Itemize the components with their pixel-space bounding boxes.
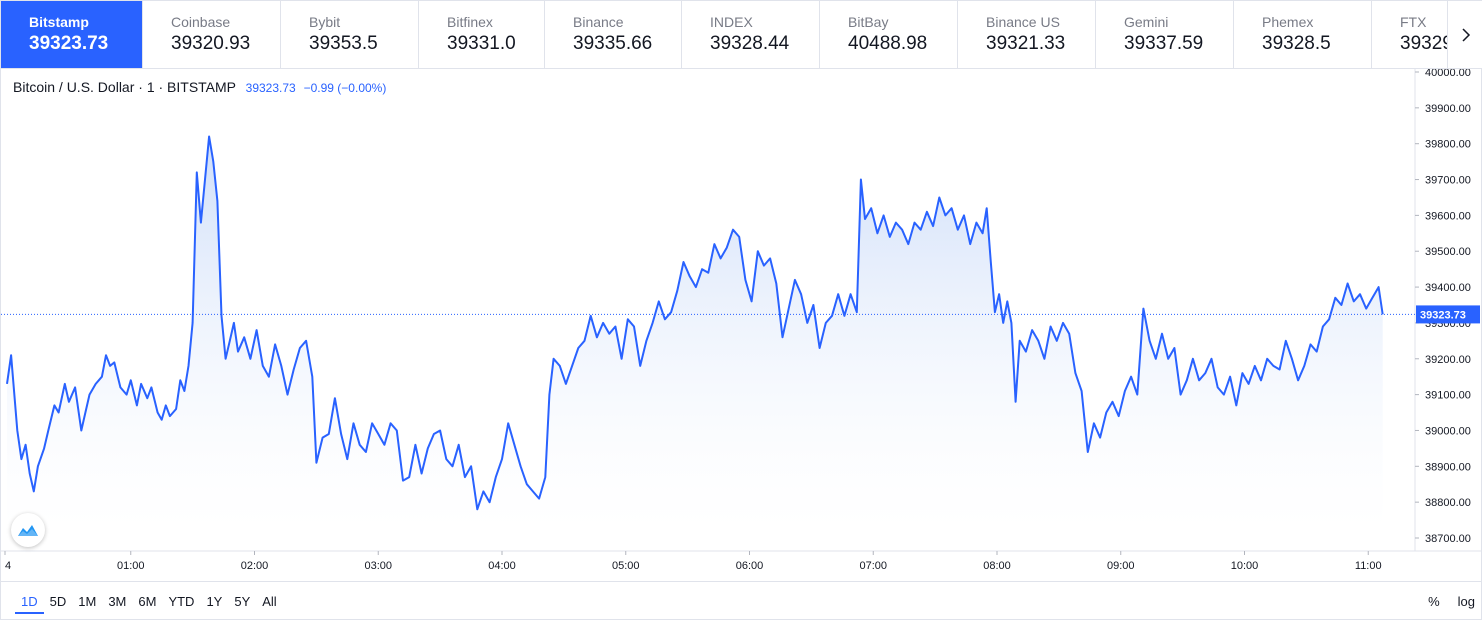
price-series-line	[6, 135, 1384, 511]
exchange-name: Gemini	[1124, 14, 1169, 30]
exchange-tab[interactable]: Bitfinex 39331.0	[419, 1, 545, 68]
exchange-name: Bitfinex	[447, 14, 493, 30]
percent-scale-button[interactable]: %	[1428, 594, 1440, 609]
exchange-price: 39353.5	[309, 33, 378, 54]
y-tick-label: 39500.00	[1425, 246, 1471, 258]
range-button[interactable]: All	[262, 594, 277, 609]
legend-change: −0.99 (−0.00%)	[303, 81, 387, 95]
x-tick-label: 09:00	[1107, 560, 1135, 572]
range-button[interactable]: 1Y	[206, 594, 223, 609]
x-tick-label: 05:00	[612, 560, 640, 572]
y-tick-label: 39100.00	[1425, 390, 1471, 402]
x-tick-label: 03:00	[364, 560, 392, 572]
legend-symbol-title: Bitcoin / U.S. Dollar · 1 · BITSTAMP	[13, 79, 236, 95]
x-tick-label: 06:00	[736, 560, 764, 572]
chart-legend: Bitcoin / U.S. Dollar · 1 · BITSTAMP 393…	[13, 79, 386, 95]
range-toolbar: 1D 5D 1M 3M 6M YTD 1Y 5Y All % log	[1, 581, 1482, 620]
y-tick-label: 39800.00	[1425, 139, 1471, 151]
exchange-name: Binance	[573, 14, 624, 30]
exchange-tab[interactable]: INDEX 39328.44	[682, 1, 820, 68]
exchange-tab[interactable]: Binance US 39321.33	[958, 1, 1096, 68]
x-tick-label: 01:00	[117, 560, 145, 572]
exchange-price: 39329	[1400, 33, 1453, 54]
scale-buttons: % log	[1428, 594, 1475, 609]
exchange-name: Bybit	[309, 14, 341, 30]
last-price-label-bg	[1416, 305, 1480, 324]
x-tick-label: 10:00	[1231, 560, 1259, 572]
exchange-name: Phemex	[1262, 14, 1314, 30]
exchange-name: BitBay	[848, 14, 889, 30]
y-tick-label: 38800.00	[1425, 497, 1471, 509]
range-buttons: 1D 5D 1M 3M 6M YTD 1Y 5Y All	[15, 594, 283, 614]
exchange-price: 39328.44	[710, 33, 790, 54]
exchange-price: 39337.59	[1124, 33, 1204, 54]
exchange-tab[interactable]: FTX 39329	[1372, 1, 1466, 68]
exchange-name: FTX	[1400, 14, 1427, 30]
range-button[interactable]: 1D	[15, 594, 44, 614]
exchange-price: 39331.0	[447, 33, 516, 54]
x-tick-label: 11:00	[1355, 560, 1382, 572]
exchange-tab[interactable]: Bybit 39353.5	[281, 1, 419, 68]
x-tick-label: 4	[5, 560, 11, 572]
range-button[interactable]: 6M	[138, 594, 157, 609]
chevron-right-icon	[1461, 27, 1470, 42]
exchange-price: 40488.98	[848, 33, 928, 54]
exchange-price: 39321.33	[986, 33, 1066, 54]
last-price-label: 39323.73	[1420, 309, 1466, 321]
x-tick-label: 02:00	[241, 560, 269, 572]
exchange-tab[interactable]: Gemini 39337.59	[1096, 1, 1234, 68]
exchange-tabs: Bitstamp 39323.73 Coinbase 39320.93 Bybit 393…	[1, 1, 1482, 69]
exchange-name: INDEX	[710, 14, 753, 30]
exchange-price: 39335.66	[573, 33, 653, 54]
y-tick-label: 39000.00	[1425, 425, 1471, 437]
x-tick-label: 07:00	[859, 560, 887, 572]
exchange-name: Binance US	[986, 14, 1060, 30]
exchange-price: 39320.93	[171, 33, 251, 54]
exchange-name: Bitstamp	[29, 14, 89, 30]
y-tick-label: 39200.00	[1425, 354, 1471, 366]
x-tick-label: 08:00	[983, 560, 1011, 572]
price-chart[interactable]: 40000.00 39900.00 39800.00 39700.00 39600.00…	[1, 69, 1482, 581]
exchange-tab[interactable]: Phemex 39328.5	[1234, 1, 1372, 68]
exchange-tab[interactable]: Binance 39335.66	[545, 1, 682, 68]
exchange-tab[interactable]: Bitstamp 39323.73	[1, 1, 143, 68]
y-tick-label: 39400.00	[1425, 282, 1471, 294]
y-tick-label: 38700.00	[1425, 533, 1471, 545]
y-tick-label: 40000.00	[1425, 69, 1471, 79]
exchange-tab[interactable]: Coinbase 39320.93	[143, 1, 281, 68]
legend-last-value: 39323.73	[245, 81, 296, 95]
exchange-price: 39323.73	[29, 33, 109, 54]
range-button[interactable]: 1M	[78, 594, 97, 609]
y-tick-label: 39700.00	[1425, 175, 1471, 187]
range-button[interactable]: 5Y	[234, 594, 251, 609]
tradingview-logo-icon[interactable]	[11, 513, 45, 547]
y-tick-label: 39900.00	[1425, 103, 1471, 115]
y-tick-label: 39600.00	[1425, 210, 1471, 222]
exchange-price: 39328.5	[1262, 33, 1331, 54]
exchange-name: Coinbase	[171, 14, 231, 30]
exchange-tab[interactable]: BitBay 40488.98	[820, 1, 958, 68]
log-scale-button[interactable]: log	[1457, 594, 1475, 609]
y-tick-label: 38900.00	[1425, 461, 1471, 473]
price-area-fill	[7, 136, 1383, 531]
range-button[interactable]: 3M	[108, 594, 127, 609]
range-button[interactable]: 5D	[49, 594, 67, 609]
x-tick-label: 04:00	[488, 560, 516, 572]
scroll-tabs-right-button[interactable]	[1447, 1, 1482, 68]
range-button[interactable]: YTD	[168, 594, 195, 609]
